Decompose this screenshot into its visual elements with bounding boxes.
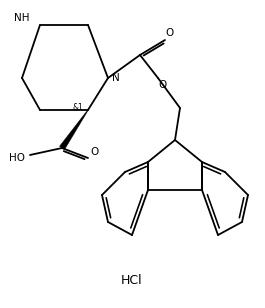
- Text: &1: &1: [73, 103, 83, 111]
- Text: HCl: HCl: [121, 274, 143, 286]
- Text: O: O: [91, 147, 99, 157]
- Text: HO: HO: [9, 153, 25, 163]
- Text: O: O: [159, 80, 167, 90]
- Text: N: N: [112, 73, 120, 83]
- Polygon shape: [60, 110, 88, 150]
- Text: O: O: [166, 28, 174, 38]
- Text: NH: NH: [14, 13, 30, 23]
